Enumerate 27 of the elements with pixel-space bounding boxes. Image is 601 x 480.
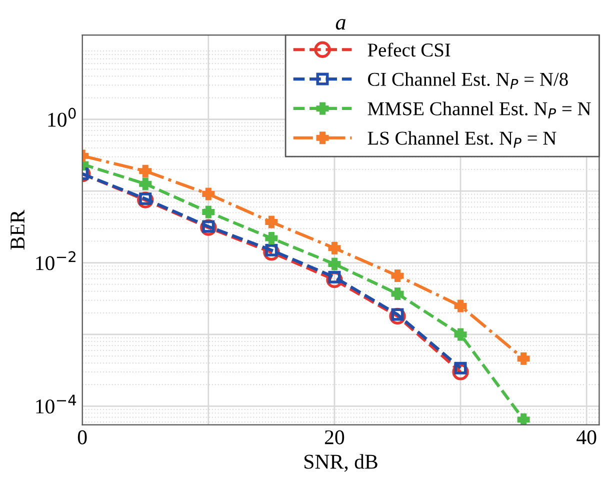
point xyxy=(454,328,467,341)
legend-label: Pefect CSI xyxy=(368,42,450,57)
point xyxy=(391,269,404,282)
point xyxy=(454,300,467,312)
point xyxy=(517,352,530,365)
point xyxy=(139,178,152,190)
point xyxy=(139,164,152,178)
y-tick-label: 10$^{−4}$ xyxy=(36,394,76,414)
x-tick-label: 40 xyxy=(576,430,596,444)
y-tick-label: 10$^{−2}$ xyxy=(36,251,76,270)
legend-label: CI Channel Est. N$_{P}$ = N/8 xyxy=(368,72,568,89)
point xyxy=(328,258,341,270)
point xyxy=(265,232,278,244)
point xyxy=(328,242,341,254)
legend-label: LS Channel Est. N$_{P}$ = N xyxy=(368,131,556,148)
legend-label: MMSE Channel Est. N$_{P}$ = N xyxy=(368,102,591,118)
point xyxy=(391,287,404,300)
y-axis-title: BER xyxy=(10,210,24,250)
x-tick-label: 20 xyxy=(324,430,344,444)
point xyxy=(517,413,530,425)
chart-title: a xyxy=(336,19,346,30)
point xyxy=(202,188,215,200)
point xyxy=(202,206,215,218)
x-axis-title: SNR, dB xyxy=(304,454,378,472)
x-tick-label: 0 xyxy=(78,430,87,444)
y-tick-label: 10$^{0}$ xyxy=(48,108,76,127)
point xyxy=(265,216,278,228)
